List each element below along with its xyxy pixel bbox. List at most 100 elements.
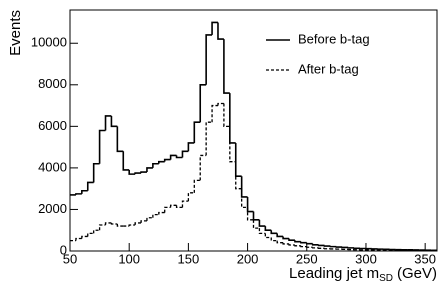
histogram-bin bbox=[294, 240, 301, 243]
histogram-bin bbox=[87, 232, 94, 237]
legend-label: After b-tag bbox=[298, 61, 359, 76]
histogram-bin bbox=[276, 233, 284, 238]
histogram-bin bbox=[98, 224, 106, 231]
x-tick-label: 100 bbox=[118, 251, 140, 266]
histogram-bin bbox=[116, 126, 124, 153]
histogram-bin bbox=[157, 160, 165, 164]
x-tick-label: 350 bbox=[414, 251, 436, 266]
histogram-bin bbox=[312, 247, 319, 249]
y-tick-label: 6000 bbox=[38, 118, 67, 133]
histogram-bin bbox=[110, 115, 118, 128]
histogram-bin bbox=[92, 162, 100, 183]
histogram-bin bbox=[122, 151, 130, 171]
histogram-bin bbox=[140, 220, 147, 223]
histogram-bin bbox=[75, 193, 82, 195]
histogram-bin bbox=[181, 150, 189, 158]
histogram-bin bbox=[140, 171, 147, 174]
x-tick-label: 200 bbox=[237, 251, 259, 266]
histogram-bin bbox=[211, 21, 218, 35]
histogram-bin bbox=[81, 189, 88, 194]
histogram-bin bbox=[300, 241, 307, 244]
histogram-bin bbox=[217, 102, 224, 106]
histogram-bin bbox=[211, 104, 218, 123]
histogram-bin bbox=[234, 142, 242, 178]
histogram-bin bbox=[306, 246, 313, 248]
histogram-bin bbox=[169, 154, 177, 160]
histogram-bin bbox=[199, 154, 207, 181]
histogram-bin bbox=[134, 172, 142, 175]
histogram-bin bbox=[282, 242, 290, 245]
histogram-bin bbox=[288, 243, 295, 246]
histogram-bin bbox=[323, 245, 331, 247]
histogram-bin bbox=[163, 158, 171, 162]
histogram-bin bbox=[300, 245, 307, 248]
histogram-bin bbox=[152, 213, 159, 218]
x-tick-label: 250 bbox=[296, 251, 318, 266]
x-tick-label: 150 bbox=[178, 251, 200, 266]
x-tick-label: 50 bbox=[63, 251, 77, 266]
histogram-bin bbox=[110, 222, 118, 225]
histogram-bin bbox=[175, 155, 183, 159]
histogram-bin bbox=[146, 167, 153, 173]
histogram-bin bbox=[282, 236, 290, 240]
histogram-bin bbox=[311, 243, 319, 246]
histogram-bin bbox=[75, 237, 82, 241]
legend-label: Before b-tag bbox=[298, 31, 370, 46]
histogram-bin bbox=[252, 219, 260, 229]
y-tick-label: 2000 bbox=[38, 201, 67, 216]
histogram-bin bbox=[258, 219, 266, 227]
y-tick-label: 10000 bbox=[31, 35, 67, 50]
histogram-bin bbox=[116, 223, 124, 227]
x-axis-label: Leading jet mSD (GeV) bbox=[289, 265, 437, 284]
histogram-bin bbox=[246, 207, 254, 221]
histogram-bin bbox=[229, 126, 236, 163]
y-tick-label: 4000 bbox=[38, 159, 67, 174]
x-label-unit: (GeV) bbox=[397, 265, 437, 282]
y-axis-label: Events bbox=[7, 10, 24, 56]
histogram-bin bbox=[264, 233, 272, 239]
histogram-bin bbox=[205, 121, 213, 156]
histogram-bin bbox=[294, 244, 301, 247]
histogram-bin bbox=[86, 181, 94, 191]
histogram-bin bbox=[205, 34, 213, 85]
plot-frame bbox=[69, 9, 438, 252]
histogram-bin bbox=[252, 211, 260, 221]
histogram-bin bbox=[276, 240, 284, 244]
y-tick-label: 8000 bbox=[38, 76, 67, 91]
histogram-bin bbox=[305, 242, 313, 245]
histogram-bin bbox=[229, 93, 236, 144]
histogram-bin bbox=[81, 235, 88, 239]
histogram-bin bbox=[169, 204, 177, 208]
histogram-bin bbox=[175, 205, 183, 209]
histogram-bin bbox=[329, 245, 337, 248]
histogram-bin bbox=[270, 230, 278, 235]
histogram-bin bbox=[235, 161, 242, 190]
y-tick-label: 0 bbox=[60, 242, 67, 257]
x-label-sub: SD bbox=[379, 273, 393, 284]
histogram-bin bbox=[223, 39, 230, 94]
histogram-bin bbox=[241, 188, 248, 209]
x-label-main: Leading jet m bbox=[289, 265, 379, 282]
histogram-bin bbox=[193, 179, 201, 193]
histogram-bin bbox=[164, 206, 171, 213]
histogram-bin bbox=[258, 228, 266, 234]
x-tick-label: 300 bbox=[355, 251, 377, 266]
histogram-bin bbox=[217, 22, 224, 40]
histogram-bin bbox=[181, 200, 189, 208]
histogram-bin bbox=[93, 229, 100, 234]
histogram-bin bbox=[128, 169, 136, 175]
histogram-bin bbox=[317, 244, 325, 247]
histogram-bin bbox=[134, 222, 142, 226]
histogram-bin bbox=[152, 162, 159, 168]
histogram-bin bbox=[246, 196, 254, 213]
histogram-bin bbox=[104, 222, 112, 226]
histogram-bin bbox=[187, 192, 195, 202]
histogram-bin bbox=[158, 211, 165, 215]
histogram-bin bbox=[199, 83, 207, 123]
histogram-bin bbox=[98, 129, 106, 164]
histogram-bin bbox=[270, 237, 278, 242]
histogram-bin bbox=[128, 224, 136, 227]
histogram-bin bbox=[104, 115, 112, 131]
histogram-bin bbox=[288, 238, 295, 241]
